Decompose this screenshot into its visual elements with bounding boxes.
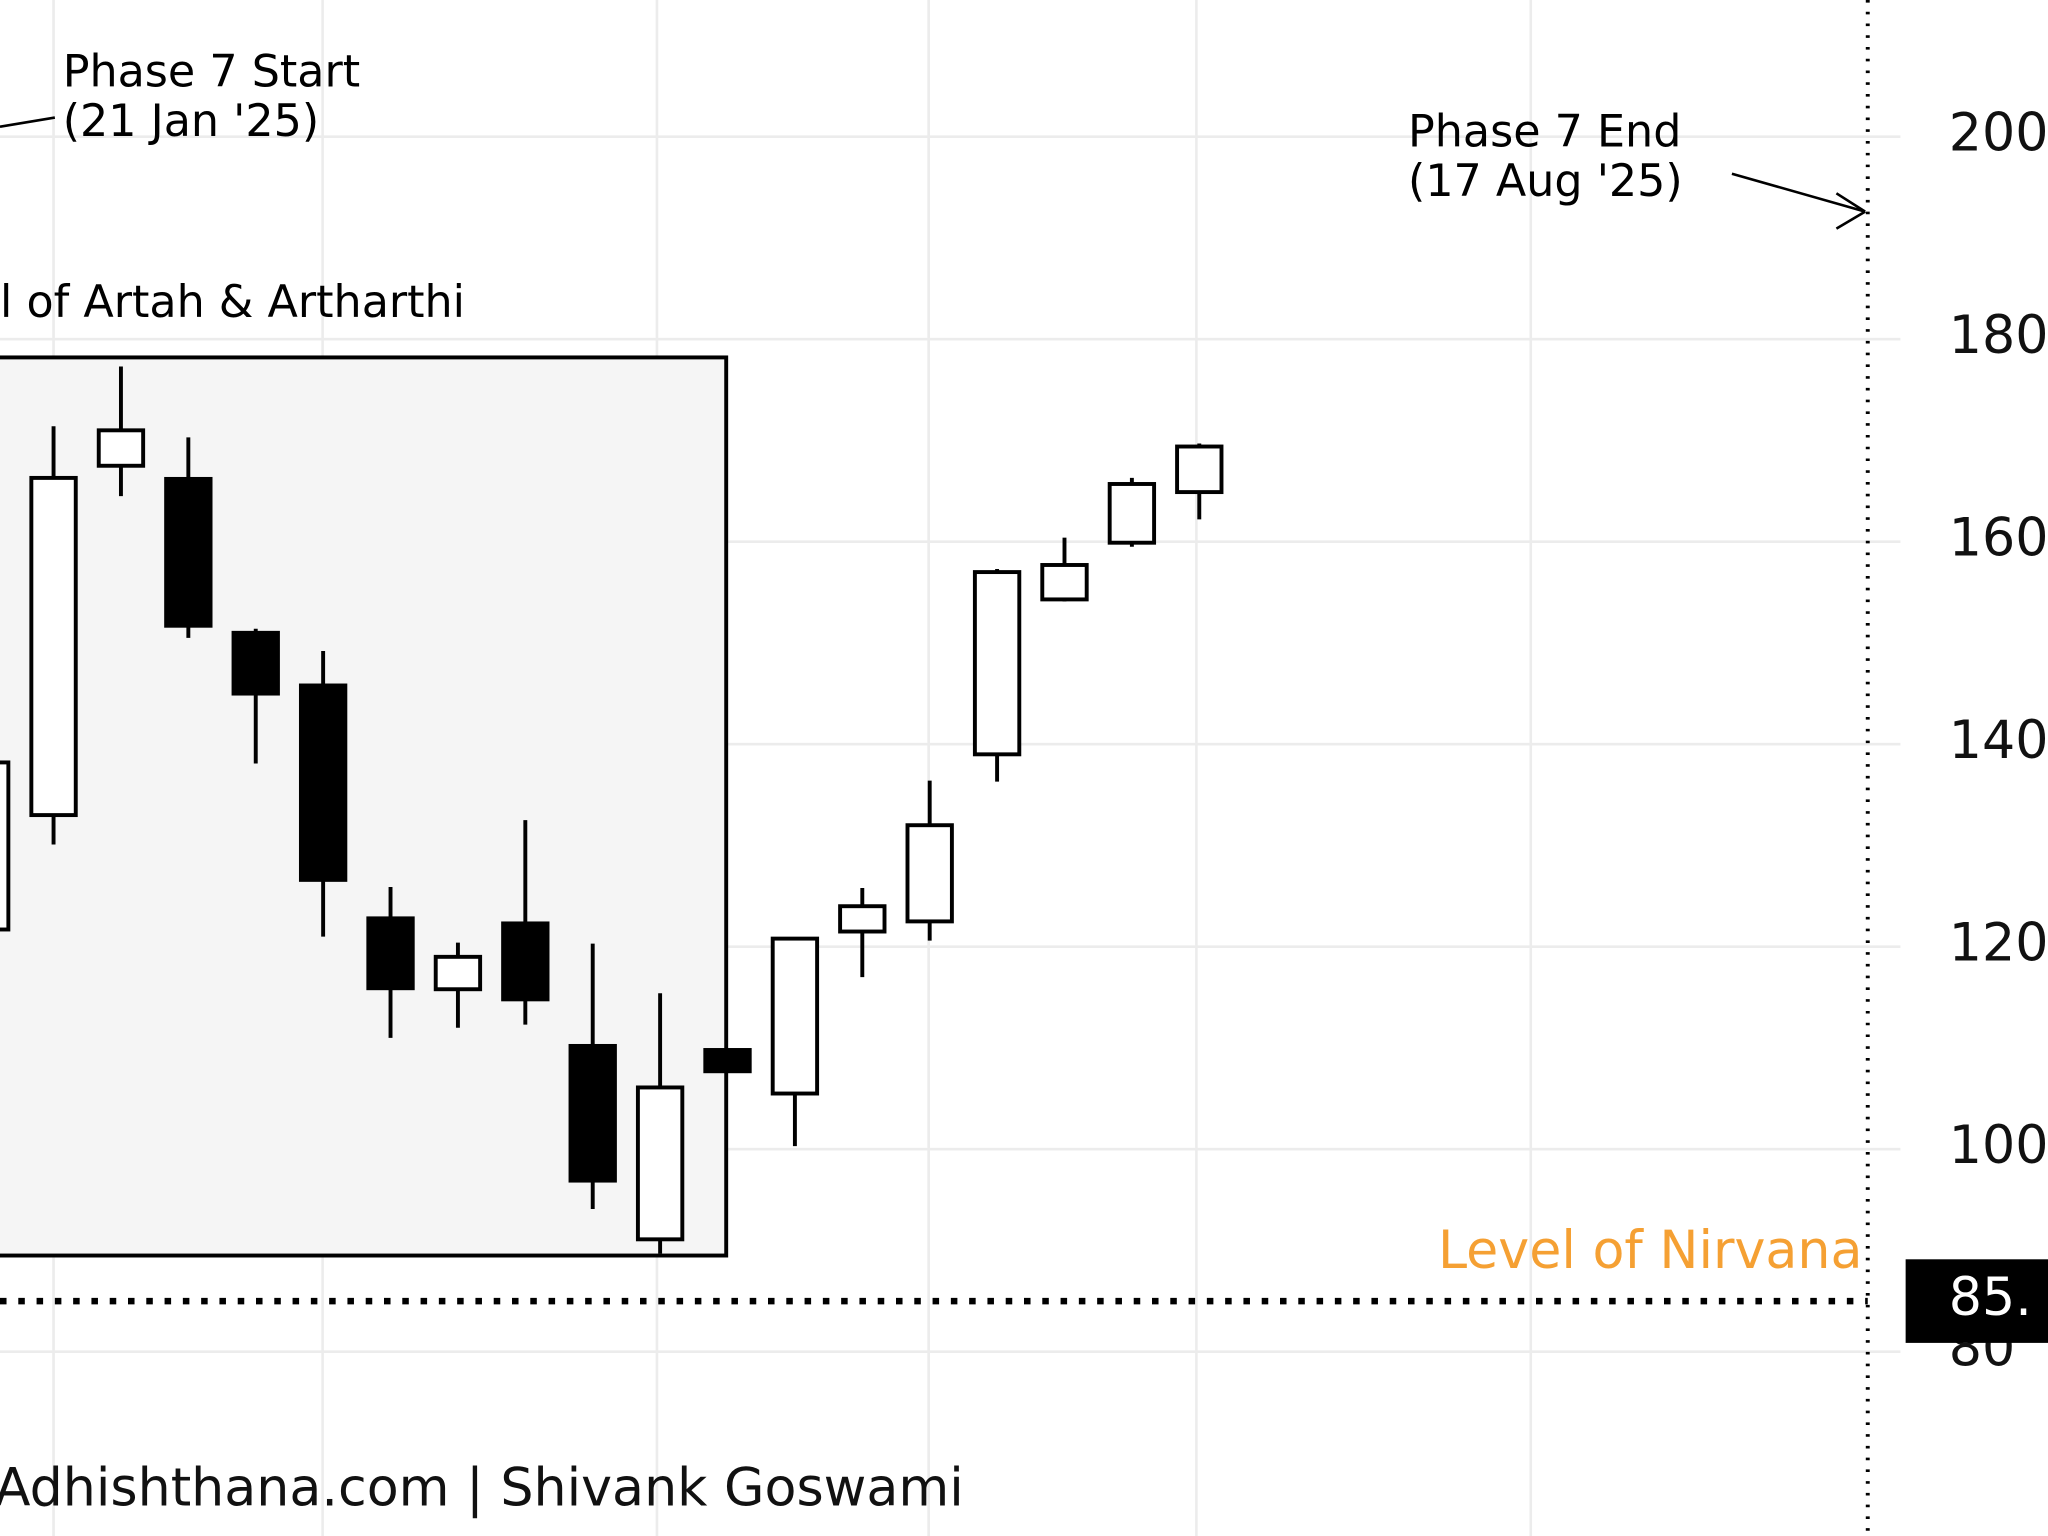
candle-body	[703, 1048, 752, 1074]
y-tick-label: 200	[1949, 104, 2048, 164]
candle-body	[231, 630, 280, 696]
candle-body	[0, 760, 11, 932]
watermark: Adhishthana.com | Shivank Goswami	[0, 1459, 964, 1519]
candle-body	[905, 823, 954, 924]
candle-body	[366, 916, 415, 991]
candle-body	[1040, 563, 1089, 602]
y-tick-label: 120	[1949, 914, 2048, 974]
y-tick-label: 140	[1949, 711, 2048, 771]
phase-start-label: (21 Jan '25)	[63, 96, 319, 147]
level-price-label: 85.	[1949, 1268, 2032, 1328]
candle-body	[164, 476, 213, 628]
candle-body	[972, 570, 1022, 757]
candle-body	[568, 1043, 617, 1183]
candle-body	[1107, 482, 1157, 545]
y-tick-label: 160	[1949, 509, 2048, 569]
candle-body	[298, 683, 348, 882]
phase-end-label: Phase 7 End	[1408, 107, 1681, 158]
candle-body	[635, 1085, 685, 1242]
phase-end-arrow	[1731, 172, 1866, 230]
candle-body	[29, 475, 78, 818]
candle-body	[838, 904, 887, 934]
candle-body	[770, 936, 820, 1096]
zone-box	[0, 355, 729, 1258]
level-price-box	[1905, 1259, 2048, 1343]
y-tick-label: 180	[1949, 306, 2048, 366]
candle-body	[1175, 444, 1224, 495]
candle-body	[501, 921, 550, 1002]
candle-body	[96, 428, 146, 468]
phase-start-label: Phase 7 Start	[63, 46, 360, 97]
level-label: Level of Nirvana	[1438, 1221, 1863, 1281]
phase-end-label: (17 Aug '25)	[1408, 156, 1683, 207]
phase-start-arrow	[0, 116, 56, 128]
y-tick-label: 100	[1949, 1116, 2048, 1176]
candle-body	[433, 954, 483, 992]
zone-label: l of Artah & Artharthi	[0, 277, 465, 328]
